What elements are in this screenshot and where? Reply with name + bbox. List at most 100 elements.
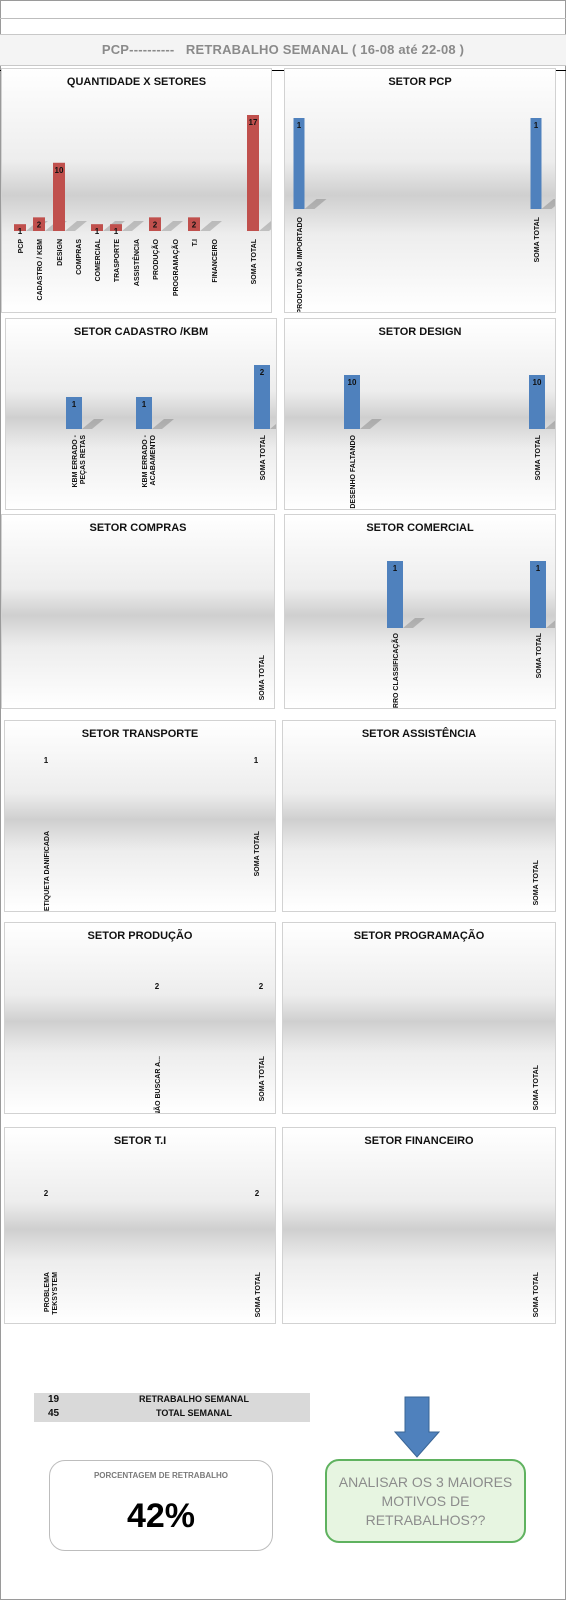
bar-shadow xyxy=(200,221,222,231)
chart-title: SETOR COMPRAS xyxy=(90,522,187,534)
category-label: PROBLEMATEKSYSTEM xyxy=(44,1272,59,1315)
chart-title: SETOR DESIGN xyxy=(379,326,462,338)
bar xyxy=(53,162,65,231)
chart-panel: SETOR DESIGN 10 DESENHO FALTANDO 10 SOMA TOT… xyxy=(284,318,556,510)
bar-shadow xyxy=(541,199,555,209)
data-label: 1 xyxy=(536,564,541,573)
bar xyxy=(33,217,45,231)
category-label: NÃO BUSCAR A... xyxy=(153,1056,162,1113)
chart-svg: SETOR ASSISTÊNCIA SOMA TOTAL xyxy=(362,727,540,905)
chart-panel: SETOR COMERCIAL 1 ERRO CLASSIFICAÇÃO 1 SOMA … xyxy=(284,514,556,709)
summary-row-total: 45 TOTAL SEMANAL xyxy=(34,1407,310,1421)
chart-title: SETOR TRANSPORTE xyxy=(82,728,199,740)
chart-svg: SETOR CADASTRO /KBM 1 KBM ERRADO -PEÇAS RE… xyxy=(66,326,276,488)
category-label: PROGRAMAÇÃO xyxy=(171,238,180,296)
bar-shadow xyxy=(122,221,144,231)
category-label: PRODUTO NÃO IMPORTADO xyxy=(295,216,304,312)
chart-title: SETOR COMERCIAL xyxy=(366,522,474,534)
data-label: 2 xyxy=(37,220,42,229)
bar xyxy=(293,118,305,209)
category-label: SOMA TOTAL xyxy=(533,859,540,905)
data-label: 1 xyxy=(254,756,259,765)
category-label: ERRO CLASSIFICAÇÃO xyxy=(391,632,400,708)
bar xyxy=(254,365,270,429)
category-label: SOMA TOTAL xyxy=(533,1271,540,1317)
summary-value: 19 xyxy=(48,1394,60,1405)
bar xyxy=(387,561,403,628)
data-label: 2 xyxy=(192,220,197,229)
chart-title: SETOR T.I xyxy=(114,1135,166,1147)
data-label: 2 xyxy=(260,368,265,377)
chart-panel: SETOR COMPRAS SOMA TOTAL xyxy=(1,514,275,709)
data-label: 2 xyxy=(255,1189,260,1198)
data-label: 10 xyxy=(533,378,542,387)
category-label: DESIGN xyxy=(57,239,64,266)
chart-svg: SETOR FINANCEIRO SOMA TOTAL xyxy=(364,1135,540,1317)
category-label: SOMA TOTAL xyxy=(259,654,266,700)
chart-svg: SETOR PRODUÇÃO 2 NÃO BUSCAR A... 2 SOMA TOTA… xyxy=(88,929,266,1113)
category-label: COMPRAS xyxy=(76,239,83,275)
chart-panel: SETOR PRODUÇÃO 2 NÃO BUSCAR A... 2 SOMA TOTA… xyxy=(4,922,276,1114)
category-label: DESENHO FALTANDO xyxy=(350,434,357,508)
category-label: T.I xyxy=(192,239,199,246)
header-top-line xyxy=(0,18,566,19)
bar-shadow xyxy=(304,199,327,209)
category-label: ETIQUETA DANIFICADA xyxy=(44,831,51,911)
bar-shadow xyxy=(546,620,555,628)
bar-shadow xyxy=(152,419,174,429)
bar-shadow xyxy=(403,618,425,628)
summary-label: RETRABALHO SEMANAL xyxy=(139,1394,249,1404)
category-label: SOMA TOTAL xyxy=(534,216,541,262)
category-label: SOMA TOTAL xyxy=(255,1271,262,1317)
chart-panel: SETOR PCP 1 PRODUTO NÃO IMPORTADO 1 SOMA TOT… xyxy=(284,68,556,313)
data-label: 10 xyxy=(55,166,64,175)
bar xyxy=(91,224,103,231)
chart-svg: SETOR TRANSPORTE 1 ETIQUETA DANIFICADA 1 SOM… xyxy=(44,728,261,911)
data-label: 1 xyxy=(95,227,100,236)
bar-shadow xyxy=(360,419,382,429)
chart-panel: SETOR FINANCEIRO SOMA TOTAL xyxy=(282,1127,556,1324)
category-label: ASSISTÊNCIA xyxy=(132,239,141,286)
chart-title: QUANTIDADE X SETORES xyxy=(67,76,206,88)
data-label: 2 xyxy=(44,1189,49,1198)
page-title: PCP---------- RETRABALHO SEMANAL ( 16-08… xyxy=(0,34,566,66)
header-divider xyxy=(0,70,566,71)
bar xyxy=(530,118,542,209)
callout-text: ANALISAR OS 3 MAIORES MOTIVOS DE RETRABA… xyxy=(338,1473,513,1528)
summary-value: 45 xyxy=(48,1408,60,1419)
bar xyxy=(247,115,259,231)
bar-shadow xyxy=(161,221,183,231)
category-label: PCP xyxy=(18,239,25,254)
bar xyxy=(344,375,360,429)
category-label: SOMA TOTAL xyxy=(535,434,542,480)
category-label: SOMA TOTAL xyxy=(251,238,258,284)
data-label: 1 xyxy=(114,227,119,236)
bar xyxy=(110,224,122,231)
chart-svg: SETOR DESIGN 10 DESENHO FALTANDO 10 SOMA TOT… xyxy=(344,326,555,509)
chart-title: SETOR ASSISTÊNCIA xyxy=(362,727,476,740)
summary-table: 19 RETRABALHO SEMANAL 45 TOTAL SEMANAL xyxy=(34,1393,310,1422)
callout-box: ANALISAR OS 3 MAIORES MOTIVOS DE RETRABA… xyxy=(325,1459,526,1543)
data-label: 2 xyxy=(153,220,158,229)
bar xyxy=(149,217,161,231)
data-label: 1 xyxy=(534,121,539,130)
category-label: KBM ERRADO -ACABAMENTO xyxy=(142,434,157,487)
data-label: 1 xyxy=(72,400,77,409)
category-label: COMERCIAL xyxy=(95,238,102,281)
chart-svg: SETOR PROGRAMAÇÃO SOMA TOTAL xyxy=(354,929,540,1110)
data-label: 1 xyxy=(18,227,23,236)
bar-shadow xyxy=(270,424,276,429)
data-label: 10 xyxy=(348,378,357,387)
category-label: SOMA TOTAL xyxy=(254,830,261,876)
category-label: SOMA TOTAL xyxy=(259,1055,266,1101)
bar xyxy=(14,224,26,231)
down-arrow-icon xyxy=(394,1396,440,1458)
chart-panel: SETOR ASSISTÊNCIA SOMA TOTAL xyxy=(282,720,556,912)
data-label: 1 xyxy=(142,400,147,409)
category-label: PRODUÇÃO xyxy=(151,238,160,279)
bar-shadow xyxy=(65,221,87,231)
percentage-title: PORCENTAGEM DE RETRABALHO xyxy=(93,1471,229,1480)
chart-svg: SETOR COMPRAS SOMA TOTAL xyxy=(90,522,266,700)
bar xyxy=(188,217,200,231)
summary-label: TOTAL SEMANAL xyxy=(156,1408,232,1418)
